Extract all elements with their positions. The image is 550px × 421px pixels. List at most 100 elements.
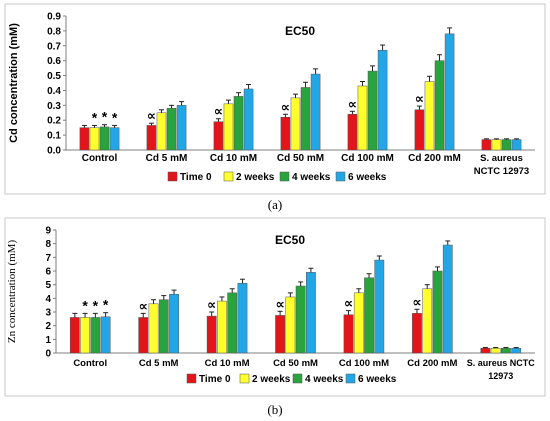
significance-star: * [102, 109, 108, 125]
bar [300, 87, 311, 151]
bar [243, 88, 254, 151]
caption-b: (b) [267, 402, 283, 417]
legend-label: Time 0 [180, 172, 212, 183]
x-tick-label: Cd 200 mM [407, 358, 457, 369]
bar [295, 285, 306, 354]
y-tick-label: 2 [45, 321, 51, 332]
x-tick-label: Cd 5 mM [139, 358, 179, 369]
x-tick-label: Cd 100 mM [341, 153, 394, 164]
significance-star: * [82, 297, 88, 313]
legend-swatch [335, 171, 346, 182]
bar [511, 347, 522, 354]
bar [109, 127, 120, 151]
bar [213, 121, 224, 151]
significance-symbol: ∝ [275, 297, 284, 312]
bar [280, 116, 291, 151]
bar [166, 108, 177, 151]
bar [511, 139, 522, 151]
y-tick-label: 7 [45, 253, 51, 264]
bar [432, 270, 443, 354]
bar [169, 293, 179, 354]
x-tick-label: Cd 5 mM [146, 153, 188, 164]
significance-star: * [112, 109, 118, 125]
significance-star: * [103, 297, 109, 313]
legend-swatch [223, 171, 234, 182]
bar [99, 126, 110, 151]
bar [80, 317, 90, 354]
chart-title: EC50 [275, 233, 305, 247]
y-tick-label: 3 [45, 308, 51, 319]
y-tick-label: 0.8 [47, 26, 61, 37]
bar [223, 103, 234, 151]
y-tick-label: 0.2 [47, 116, 61, 127]
bar [501, 347, 511, 354]
significance-symbol: ∝ [214, 105, 223, 120]
legend-label: Time 0 [199, 374, 231, 385]
significance-symbol: ∝ [147, 109, 156, 124]
bar [434, 60, 445, 151]
y-tick-label: 0.6 [47, 56, 61, 67]
bar [237, 283, 248, 354]
bar [89, 127, 100, 151]
bar [233, 96, 244, 151]
bar [414, 109, 425, 151]
bar [444, 33, 455, 151]
bar [156, 112, 167, 151]
significance-star: * [92, 109, 98, 125]
bar [357, 85, 368, 151]
bar [480, 347, 491, 354]
bar [422, 288, 433, 354]
y-tick-label: 0 [45, 349, 51, 360]
x-tick-label-line2: NCTC 12973 [474, 166, 529, 177]
bar [377, 49, 388, 151]
significance-symbol: ∝ [139, 299, 148, 314]
y-tick-label: 0.5 [47, 71, 61, 82]
y-tick-label: 9 [45, 226, 51, 237]
x-tick-label-line1: S. aureus NCTC [467, 358, 536, 368]
y-axis-label: Zn concentration (mM) [6, 240, 18, 344]
legend-label: 4 weeks [305, 374, 344, 385]
x-tick-label: Cd 100 mM [339, 358, 389, 369]
x-tick-label: Control [73, 358, 107, 369]
bar [217, 300, 227, 354]
x-tick-label-line2: 12973 [488, 371, 513, 381]
bar [374, 259, 385, 354]
legend-label: 6 weeks [358, 374, 397, 385]
legend-swatch [345, 373, 356, 384]
bar [481, 139, 492, 151]
panel-b-border [4, 217, 546, 397]
legend-swatch [279, 171, 290, 182]
panel-a-border [4, 3, 546, 195]
legend-swatch [167, 171, 178, 182]
bar [146, 125, 157, 151]
legend-swatch [239, 373, 250, 384]
significance-symbol: ∝ [415, 92, 424, 107]
legend-label: 4 weeks [292, 172, 331, 183]
bar [442, 244, 453, 354]
bar [275, 315, 285, 354]
bar [206, 315, 217, 354]
y-tick-label: 0.9 [47, 12, 61, 23]
panel-a-chart: 0.0 0.1 0.2 0.3 0.4 0.5 0.6 0.7 0.8 0.9 Cd concent… [8, 12, 535, 183]
legend-label: 6 weeks [348, 172, 387, 183]
y-tick-label: 0.3 [47, 101, 61, 112]
x-tick-label: Cd 10 mM [205, 358, 250, 369]
x-tick-label: Cd 10 mM [210, 153, 257, 164]
significance-symbol: ∝ [281, 100, 290, 115]
y-tick-label: 1 [45, 335, 51, 346]
bar [158, 299, 169, 354]
legend-label: 2 weeks [236, 172, 275, 183]
x-tick-label: Cd 50 mM [277, 153, 324, 164]
bar [69, 317, 80, 354]
bar [100, 316, 111, 354]
y-tick-label: 0.7 [47, 41, 61, 52]
bar [227, 292, 238, 354]
legend-swatch [292, 373, 303, 384]
y-tick-label: 5 [45, 280, 51, 291]
bar [412, 313, 422, 354]
significance-symbol: ∝ [348, 97, 357, 112]
bar [79, 127, 90, 151]
y-tick-label: 0.4 [47, 86, 61, 97]
significance-symbol: ∝ [412, 295, 421, 310]
bar [367, 70, 378, 151]
